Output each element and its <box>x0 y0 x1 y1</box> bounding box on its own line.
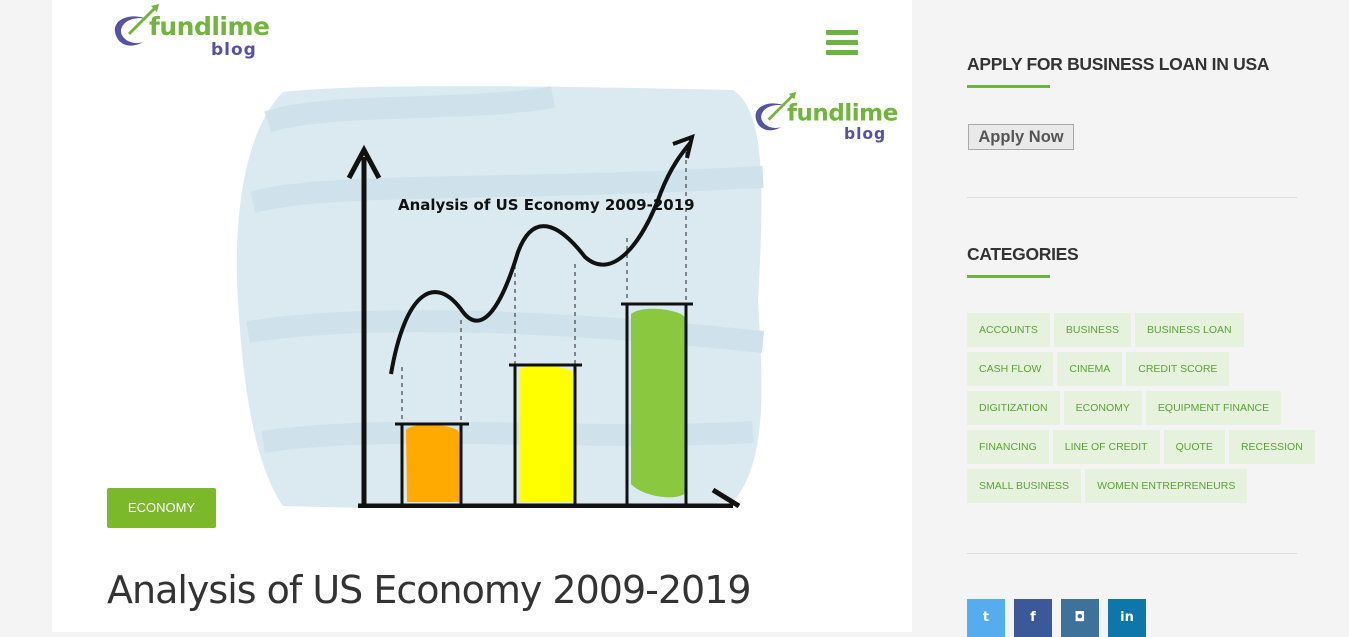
tag-equipment-finance[interactable]: EQUIPMENT FINANCE <box>1145 391 1282 425</box>
tag-digitization[interactable]: DIGITIZATION <box>967 391 1060 425</box>
watermark-logo-word: fundlime <box>786 99 898 127</box>
tag-row: ACCOUNTS BUSINESS BUSINESS LOAN <box>967 313 1297 347</box>
tag-quote[interactable]: QUOTE <box>1163 430 1225 464</box>
hero-image: Analysis of US Economy 2009-2019 <box>173 82 773 508</box>
tag-business-loan[interactable]: BUSINESS LOAN <box>1135 313 1244 347</box>
twitter-icon[interactable]: t <box>967 599 1005 637</box>
hamburger-icon[interactable] <box>826 30 858 56</box>
tag-row: SMALL BUSINESS WOMEN ENTREPRENEURS <box>967 469 1297 503</box>
watermark-logo: fundlime blog <box>752 92 898 144</box>
tag-credit-score[interactable]: CREDIT SCORE <box>1126 352 1230 386</box>
logo-swoosh-icon <box>755 92 797 131</box>
widget-title-underline <box>967 85 1050 88</box>
apply-widget-title: APPLY FOR BUSINESS LOAN IN USA <box>967 54 1270 74</box>
social-links: t f ◘ in <box>967 599 1155 637</box>
category-badge[interactable]: ECONOMY <box>107 488 216 528</box>
tag-row: DIGITIZATION ECONOMY EQUIPMENT FINANCE <box>967 391 1297 425</box>
tag-row: FINANCING LINE OF CREDIT QUOTE RECESSION <box>967 430 1315 464</box>
linkedin-icon[interactable]: in <box>1108 599 1146 637</box>
logo-word: fundlime <box>149 12 270 41</box>
apply-now-button[interactable]: Apply Now <box>968 124 1074 150</box>
categories-widget-title: CATEGORIES <box>967 244 1079 264</box>
main-content: fundlime blog <box>52 0 912 632</box>
sidebar: APPLY FOR BUSINESS LOAN IN USA Apply Now… <box>967 0 1315 637</box>
widget-title-underline <box>967 275 1050 278</box>
tag-cinema[interactable]: CINEMA <box>1057 352 1123 386</box>
tag-accounts[interactable]: ACCOUNTS <box>967 313 1050 347</box>
tag-small-business[interactable]: SMALL BUSINESS <box>967 469 1082 503</box>
logo-swoosh-icon <box>114 4 159 46</box>
facebook-icon[interactable]: f <box>1014 599 1052 637</box>
tag-business[interactable]: BUSINESS <box>1053 313 1132 347</box>
tag-cash-flow[interactable]: CASH FLOW <box>967 352 1054 386</box>
economy-chart-illustration: Analysis of US Economy 2009-2019 <box>236 86 765 508</box>
widget-divider <box>967 553 1297 554</box>
post-title: Analysis of US Economy 2009-2019 <box>107 568 752 612</box>
site-logo[interactable]: fundlime blog <box>111 4 271 64</box>
tag-line-of-credit[interactable]: LINE OF CREDIT <box>1052 430 1160 464</box>
instagram-icon[interactable]: ◘ <box>1061 599 1099 637</box>
category-tag-cloud: ACCOUNTS BUSINESS BUSINESS LOAN CASH FLO… <box>967 313 1315 508</box>
watermark-logo-sub: blog <box>844 125 887 144</box>
tag-financing[interactable]: FINANCING <box>967 430 1049 464</box>
tag-recession[interactable]: RECESSION <box>1228 430 1315 464</box>
tag-women-entrepreneurs[interactable]: WOMEN ENTREPRENEURS <box>1085 469 1248 503</box>
image-title: Analysis of US Economy 2009-2019 <box>398 196 695 214</box>
logo-sub: blog <box>211 40 257 60</box>
tag-row: CASH FLOW CINEMA CREDIT SCORE <box>967 352 1297 386</box>
widget-divider <box>967 197 1297 198</box>
tag-economy[interactable]: ECONOMY <box>1063 391 1142 425</box>
